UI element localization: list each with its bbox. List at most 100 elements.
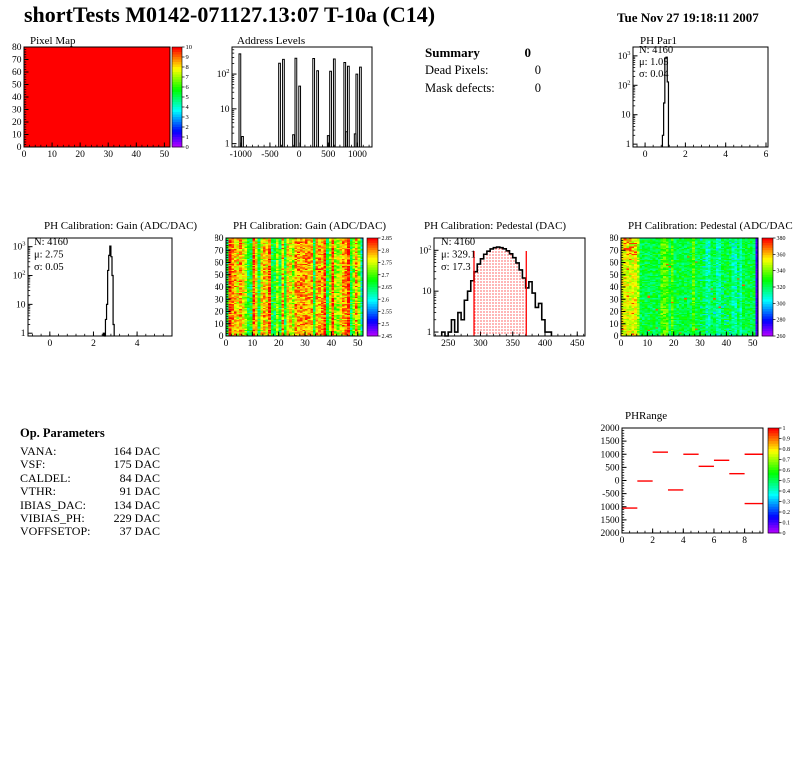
svg-text:103: 103 [13,241,26,253]
svg-text:0: 0 [297,150,302,160]
svg-text:σ: 0.04: σ: 0.04 [639,69,669,80]
svg-text:9: 9 [186,54,189,61]
svg-text:5: 5 [186,94,189,101]
op-param-row: VANA: 164 DAC [20,444,160,458]
svg-text:400: 400 [538,339,553,349]
op-param-label: IBIAS_DAC: [20,497,87,512]
svg-text:0: 0 [643,150,648,160]
svg-text:2: 2 [186,124,189,131]
svg-text:102: 102 [13,270,26,282]
svg-text:70: 70 [215,246,224,256]
svg-text:2.45: 2.45 [382,334,393,340]
summary-panel: Summary 0 Dead Pixels: 0 Mask defects: 0 [425,46,543,95]
summary-row: Mask defects: 0 [425,82,543,95]
svg-text:50: 50 [160,150,170,160]
summary-row-label: Dead Pixels: [425,63,489,77]
address-levels-svg: 1 10 102 -1000 -500 0 500 1000 Address Levels [217,36,373,160]
svg-text:PH Par1: PH Par1 [640,36,677,47]
pixel-map-plot: 80 70 60 50 40 30 20 10 0 0 10 20 30 40 50 10 9 8 7 6 5 4 3 2 1 0… [0,36,200,164]
ph-range-plot: 2000 1500 1000 500 0 -500 1000 1500 2000 0 2 4 6 8 1 0.… [595,404,796,550]
summary-row: Dead Pixels: 0 [425,64,543,77]
summary-total: 0 [524,45,532,60]
svg-text:3: 3 [186,114,189,121]
svg-text:7: 7 [186,74,190,81]
svg-text:6: 6 [764,150,769,160]
svg-text:10: 10 [16,300,26,310]
svg-text:2.55: 2.55 [382,310,393,316]
svg-text:μ: 2.75: μ: 2.75 [34,250,64,261]
svg-text:2.6: 2.6 [382,297,390,303]
svg-text:10: 10 [220,105,230,115]
svg-text:10: 10 [47,150,57,160]
svg-text:30: 30 [300,339,310,349]
svg-text:102: 102 [618,79,631,91]
op-param-value: 37 DAC [119,524,160,539]
svg-text:20: 20 [75,150,85,160]
svg-text:Address Levels: Address Levels [237,36,305,47]
svg-text:250: 250 [441,339,456,349]
svg-text:10: 10 [12,131,22,141]
svg-text:50: 50 [12,81,22,91]
svg-text:0: 0 [47,339,52,349]
svg-text:2.65: 2.65 [382,285,393,291]
op-param-label: VOFFSETOP: [20,524,91,539]
svg-text:103: 103 [618,50,631,62]
summary-row-value: 0 [534,63,541,77]
svg-text:6: 6 [186,84,190,91]
op-param-value: 175 DAC [113,457,160,472]
svg-text:0: 0 [186,144,189,151]
svg-text:σ: 17.3: σ: 17.3 [441,262,471,273]
svg-text:2: 2 [91,339,96,349]
svg-text:50: 50 [353,339,363,349]
svg-text:10: 10 [215,320,224,330]
svg-text:60: 60 [215,259,224,269]
svg-text:50: 50 [215,271,224,281]
svg-text:70: 70 [12,56,22,66]
svg-text:-1000: -1000 [230,150,252,160]
svg-text:PH Calibration: Gain (ADC/DAC): PH Calibration: Gain (ADC/DAC) [44,220,197,232]
svg-text:2.8: 2.8 [382,248,390,254]
op-param-value: 164 DAC [113,444,160,458]
op-param-row: VIBIAS_PH: 229 DAC [20,511,160,525]
svg-text:PH Calibration: Pedestal (DAC): PH Calibration: Pedestal (DAC) [424,220,566,232]
summary-title: Summary [425,45,480,60]
svg-text:10: 10 [248,339,258,349]
svg-text:Pixel Map: Pixel Map [30,36,76,47]
svg-text:4: 4 [723,150,728,160]
svg-text:0: 0 [22,150,27,160]
svg-text:4: 4 [186,104,190,111]
svg-text:0: 0 [17,143,22,153]
svg-text:30: 30 [215,295,224,305]
svg-text:N: 4160: N: 4160 [639,45,673,56]
svg-text:2.75: 2.75 [382,261,393,267]
svg-text:40: 40 [12,93,22,103]
report-timestamp: Tue Nov 27 19:18:11 2007 [617,10,759,25]
svg-text:10: 10 [422,287,432,297]
op-param-value: 84 DAC [119,470,160,485]
svg-text:σ: 0.05: σ: 0.05 [34,262,64,273]
svg-text:PH Calibration: Gain (ADC/DAC): PH Calibration: Gain (ADC/DAC) [233,220,386,232]
svg-text:500: 500 [321,150,336,160]
svg-text:10: 10 [186,44,193,51]
pedestal-heatmap-plot: 80 70 60 50 40 30 20 10 0 0 10 20 30 40 50 380 360 340 320… [610,218,796,352]
svg-text:1: 1 [427,328,432,338]
svg-text:N: 4160: N: 4160 [441,237,475,248]
svg-text:80: 80 [12,43,22,53]
gain-histogram-plot: 1 10 102 103 0 2 4 N: 4160 μ: 2.75 σ: 0.05 PH Cali… [0,218,200,352]
svg-text:80: 80 [215,234,224,244]
op-param-row: VTHR: 91 DAC [20,484,160,498]
svg-text:2.7: 2.7 [382,273,390,279]
svg-text:2.85: 2.85 [382,236,393,242]
svg-text:8: 8 [186,64,189,71]
ped-hist-svg: 1 10 102 250 300 350 400 450 N: 4160 μ: 329.1σ: 1… [420,220,586,349]
svg-text:N: 4160: N: 4160 [34,237,68,248]
svg-text:20: 20 [12,118,22,128]
svg-text:40: 40 [215,283,224,293]
svg-text:60: 60 [12,68,22,78]
ph-par1-plot: 1 10 102 103 0 2 4 6 N: 4160 μ: 1.05 σ: 0.04 PH Par… [610,36,796,164]
